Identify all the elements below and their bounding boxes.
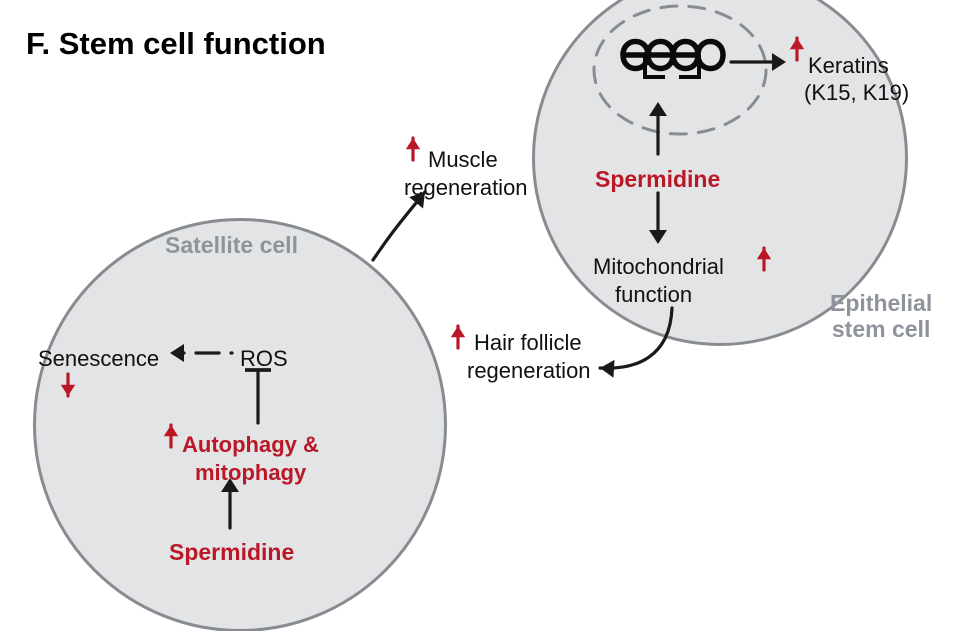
mitochondrial-function-line2: function	[615, 282, 692, 307]
keratins-line2: (K15, K19)	[804, 80, 909, 105]
hair-follicle-line2: regeneration	[467, 358, 591, 383]
diagram-stage: F. Stem cell function Satellite cell Epi…	[0, 0, 969, 631]
muscle-regeneration-line2: regeneration	[404, 175, 528, 200]
epithelial-stem-cell-label: Epithelialstem cell	[830, 290, 932, 343]
autophagy-label-line1: Autophagy &	[182, 432, 319, 457]
hair-follicle-line1: Hair follicle	[474, 330, 582, 355]
autophagy-label-line2: mitophagy	[195, 460, 306, 485]
keratins-line1: Keratins	[808, 53, 889, 78]
satellite-cell	[33, 218, 447, 631]
mitochondrial-function-line1: Mitochondrial	[593, 254, 724, 279]
epithelial-label-line1: Epithelial	[830, 290, 932, 316]
senescence-label: Senescence	[38, 346, 159, 371]
spermidine-epithelial-label: Spermidine	[595, 166, 720, 192]
ros-label: ROS	[240, 346, 288, 371]
panel-title: F. Stem cell function	[26, 26, 326, 62]
epithelial-label-line2: stem cell	[832, 316, 930, 342]
satellite-cell-label: Satellite cell	[165, 232, 298, 258]
muscle-regeneration-line1: Muscle	[428, 147, 498, 172]
spermidine-satellite-label: Spermidine	[169, 539, 294, 565]
